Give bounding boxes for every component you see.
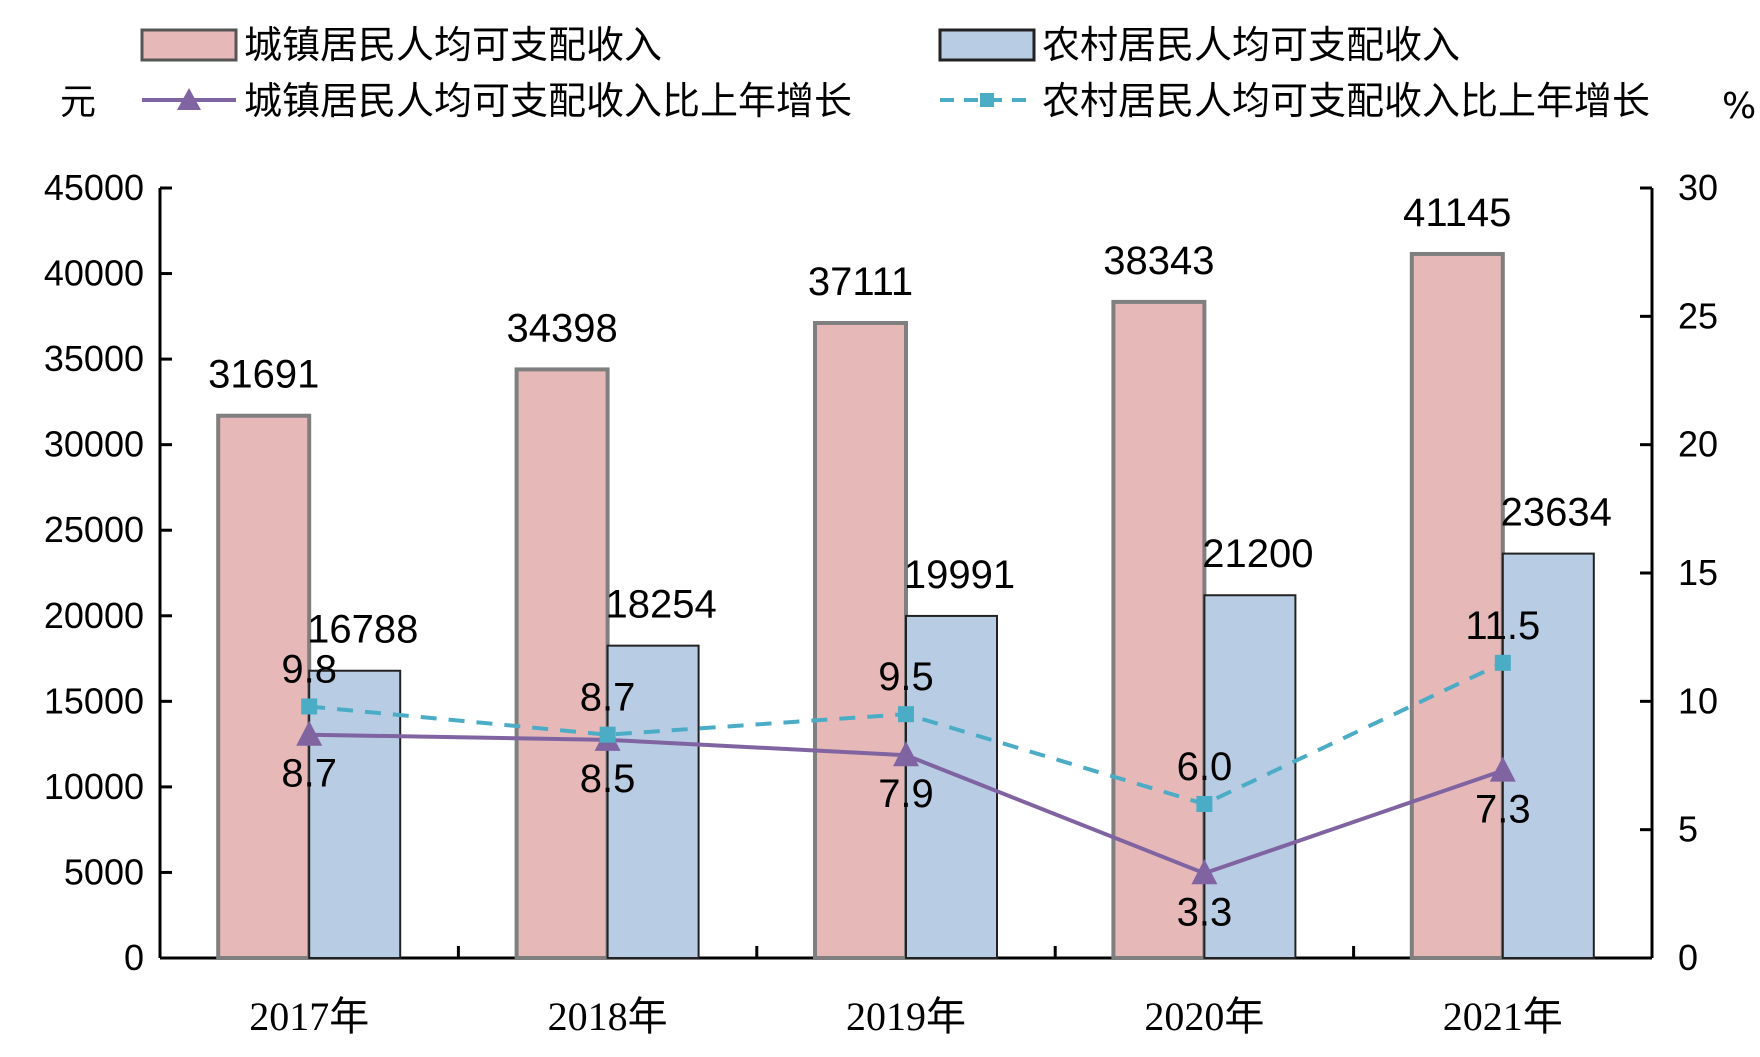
- legend: 城镇居民人均可支配收入 农村居民人均可支配收入 城镇居民人均可支配收入比上年增长…: [140, 23, 1650, 123]
- rural-income-bar: [1203, 594, 1297, 959]
- legend-marker-rural-growth: [980, 93, 994, 107]
- rural-growth-label: 8.7: [580, 676, 636, 720]
- left-tick-label: 40000: [44, 253, 144, 294]
- urban-income-bar-label: 34398: [506, 306, 617, 350]
- urban-income-bar-label: 41145: [1403, 191, 1511, 235]
- left-tick-label: 15000: [44, 680, 144, 721]
- urban-growth-label: 7.3: [1475, 788, 1531, 832]
- urban-income-bar-label: 38343: [1103, 239, 1214, 283]
- left-tick-label: 5000: [64, 851, 144, 892]
- legend-label-urban-growth: 城镇居民人均可支配收入比上年增长: [244, 79, 852, 123]
- right-axis-ticks: 0 5 10 15 20 25 30: [1640, 167, 1718, 978]
- urban-growth-label: 3.3: [1177, 890, 1233, 934]
- rural-income-bar-label: 16788: [307, 608, 418, 652]
- right-tick-label: 20: [1678, 424, 1718, 465]
- urban-growth-marker: [1489, 756, 1516, 782]
- urban-growth-label: 8.5: [580, 757, 636, 801]
- left-tick-label: 30000: [44, 424, 144, 465]
- rural-growth-label: 9.5: [878, 655, 934, 699]
- rural-income-bar: [308, 669, 402, 959]
- legend-label-rural-growth: 农村居民人均可支配收入比上年增长: [1042, 79, 1650, 123]
- bars: [216, 251, 1595, 961]
- x-tick-label: 2019年: [846, 994, 966, 1039]
- x-tick-label: 2018年: [548, 994, 668, 1039]
- rural-growth-label: 9.8: [281, 647, 337, 691]
- axes: 0 5000 10000 15000 20000 25000 30000 35000 40000…: [44, 167, 1718, 1039]
- left-axis-ticks: 0 5000 10000 15000 20000 25000 30000 35000 40000…: [44, 167, 172, 978]
- urban-income-bar-label: 31691: [208, 353, 319, 397]
- right-tick-label: 30: [1678, 167, 1718, 208]
- rural-growth-marker: [898, 706, 914, 723]
- x-axis-ticks: 2017年 2018年 2019年 2020年 2021年: [158, 946, 1654, 1039]
- rural-growth-marker: [599, 726, 616, 743]
- urban-income-bar: [813, 320, 908, 960]
- rural-growth-marker: [301, 698, 318, 715]
- left-tick-label: 25000: [44, 509, 144, 550]
- urban-income-bar: [216, 413, 312, 961]
- right-tick-label: 5: [1678, 809, 1698, 850]
- right-axis-unit: %: [1722, 86, 1756, 127]
- legend-swatch-rural-income: [938, 28, 1036, 62]
- rural-income-bar: [1501, 552, 1595, 959]
- right-tick-label: 10: [1678, 680, 1718, 721]
- right-tick-label: 25: [1678, 295, 1718, 336]
- urban-income-bar: [514, 367, 610, 960]
- left-tick-label: 45000: [44, 167, 144, 208]
- rural-growth-marker: [1196, 796, 1213, 812]
- urban-growth-marker: [893, 741, 919, 767]
- rural-growth-label: 6.0: [1177, 745, 1233, 789]
- rural-growth-label: 11.5: [1465, 604, 1540, 648]
- left-tick-label: 10000: [44, 766, 144, 807]
- urban-growth-marker: [296, 720, 323, 746]
- legend-swatch-urban-income: [140, 28, 238, 62]
- left-tick-label: 0: [124, 937, 144, 978]
- urban-growth-label: 7.9: [878, 772, 934, 816]
- left-axis-unit: 元: [60, 82, 96, 123]
- rural-income-bar-label: 21200: [1202, 532, 1313, 576]
- rural-income-bar: [606, 644, 700, 959]
- rural-income-bar-label: 18254: [605, 583, 716, 627]
- data-labels: 31691 34398 37111 38343 41145 16788 18254 19991…: [208, 191, 1612, 934]
- rural-growth-marker: [1494, 654, 1511, 671]
- left-tick-label: 20000: [44, 595, 144, 636]
- rural-income-bar-label: 23634: [1501, 491, 1612, 535]
- left-tick-label: 35000: [44, 338, 144, 379]
- urban-income-bar-label: 37111: [808, 260, 913, 304]
- urban-income-bar: [1111, 299, 1207, 960]
- urban-growth-label: 8.7: [281, 752, 337, 796]
- legend-label-urban-income: 城镇居民人均可支配收入: [244, 23, 662, 67]
- x-tick-label: 2017年: [249, 994, 369, 1039]
- x-tick-label: 2021年: [1443, 994, 1563, 1039]
- lines: [296, 654, 1516, 885]
- right-tick-label: 15: [1678, 552, 1718, 593]
- legend-label-rural-income: 农村居民人均可支配收入: [1042, 23, 1460, 67]
- x-tick-label: 2020年: [1144, 994, 1264, 1039]
- urban-growth-marker: [1191, 859, 1218, 885]
- rural-income-bar-label: 19991: [904, 553, 1015, 597]
- right-tick-label: 0: [1678, 937, 1698, 978]
- legend-marker-urban-growth: [177, 88, 201, 110]
